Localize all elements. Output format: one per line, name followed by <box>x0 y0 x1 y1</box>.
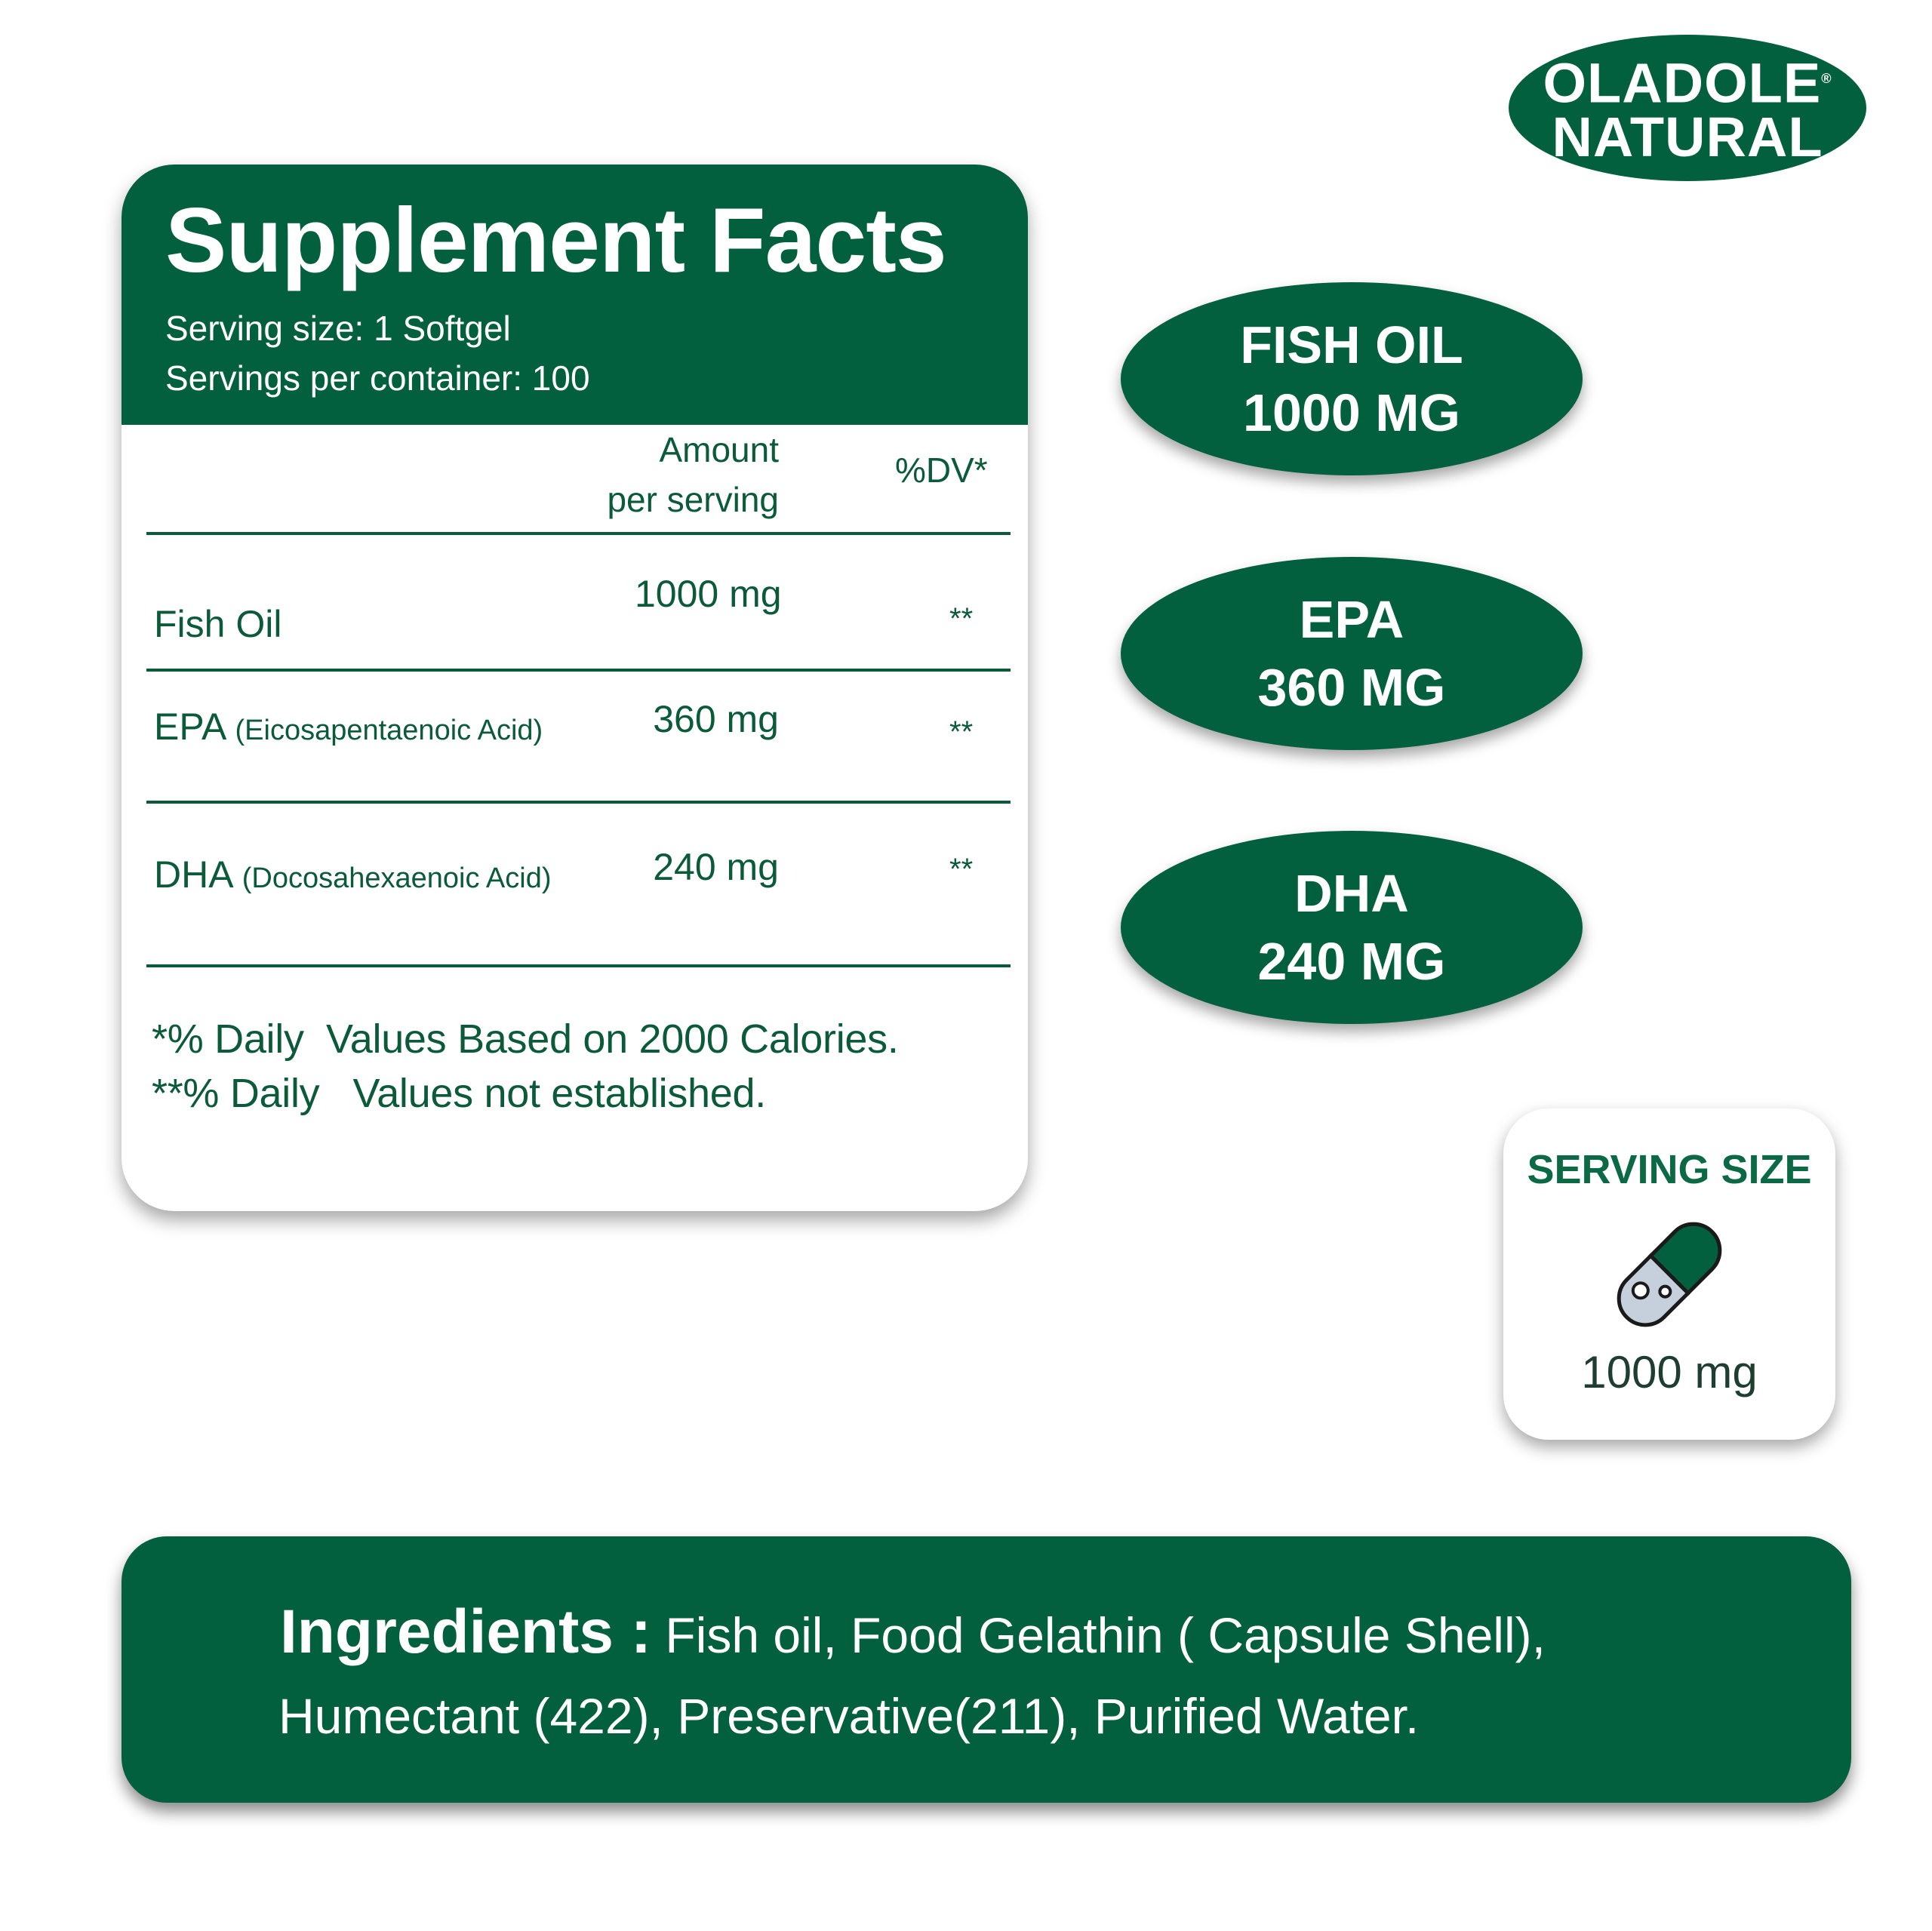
divider <box>146 532 1011 535</box>
amount-header-line1: Amount <box>659 430 779 469</box>
brand-logo: OLADOLE® NATURAL <box>1509 35 1866 181</box>
badge-fish-oil: FISH OIL 1000 MG <box>1121 282 1583 475</box>
serving-size-value: 1000 mg <box>1581 1347 1758 1398</box>
capsule-icon <box>1617 1222 1722 1327</box>
badge-value: 1000 MG <box>1243 383 1460 442</box>
registered-mark: ® <box>1821 70 1832 86</box>
nutrient-name: EPA <box>154 706 225 748</box>
badge-value: 240 MG <box>1257 932 1446 991</box>
ingredients-text-2: Humectant (422), Preservative(211), Puri… <box>278 1688 1420 1744</box>
footnote-2: **% Daily Values not established. <box>152 1071 766 1116</box>
row-amount: 240 mg <box>653 846 779 888</box>
row-amount: 360 mg <box>653 698 779 740</box>
divider <box>146 669 1011 672</box>
footnote-1: *% Daily Values Based on 2000 Calories. <box>152 1016 899 1062</box>
badge-label: EPA <box>1299 590 1404 649</box>
supplement-facts-panel: Supplement Facts Serving size: 1 Softgel… <box>122 165 1028 1211</box>
facts-title: Supplement Facts <box>165 189 947 291</box>
row-dv: ** <box>949 602 974 635</box>
nutrient-name: Fish Oil <box>154 603 282 645</box>
ingredients-panel: Ingredients : Fish oil, Food Gelathin ( … <box>122 1536 1851 1803</box>
brand-line1: OLADOLE <box>1543 51 1822 115</box>
badge-dha: DHA 240 MG <box>1121 831 1583 1024</box>
servings-per-container: Servings per container: 100 <box>165 358 590 398</box>
dv-column-header: %DV* <box>895 450 988 490</box>
amount-column-header: Amount per serving <box>544 425 779 524</box>
amount-header-line2: per serving <box>607 480 779 519</box>
serving-size: Serving size: 1 Softgel <box>165 309 511 348</box>
ingredients-label: Ingredients : <box>280 1597 652 1666</box>
row-dv: ** <box>949 715 974 749</box>
row-name: DHA (Docosahexaenoic Acid) <box>154 853 622 896</box>
serving-size-label: SERVING SIZE <box>1527 1147 1812 1192</box>
badge-label: FISH OIL <box>1240 315 1463 374</box>
ingredients-line1: Ingredients : Fish oil, Food Gelathin ( … <box>280 1597 1546 1668</box>
serving-size-box: SERVING SIZE 1000 mg <box>1503 1108 1835 1440</box>
facts-header: Supplement Facts Serving size: 1 Softgel… <box>122 165 1028 425</box>
nutrient-name: DHA <box>154 853 232 896</box>
row-amount: 1000 mg <box>635 573 782 615</box>
divider <box>146 964 1011 967</box>
row-dv: ** <box>949 853 974 886</box>
nutrient-detail: (Eicosapentaenoic Acid) <box>235 715 543 746</box>
row-name: EPA (Eicosapentaenoic Acid) <box>154 705 622 749</box>
brand-line2: NATURAL <box>1552 106 1823 169</box>
divider <box>146 801 1011 804</box>
badge-value: 360 MG <box>1257 658 1446 717</box>
nutrient-detail: (Docosahexaenoic Acid) <box>242 862 552 894</box>
badge-label: DHA <box>1294 864 1409 923</box>
row-name: Fish Oil <box>154 602 622 646</box>
ingredients-text-1: Fish oil, Food Gelathin ( Capsule Shell)… <box>665 1607 1546 1663</box>
badge-epa: EPA 360 MG <box>1121 557 1583 750</box>
